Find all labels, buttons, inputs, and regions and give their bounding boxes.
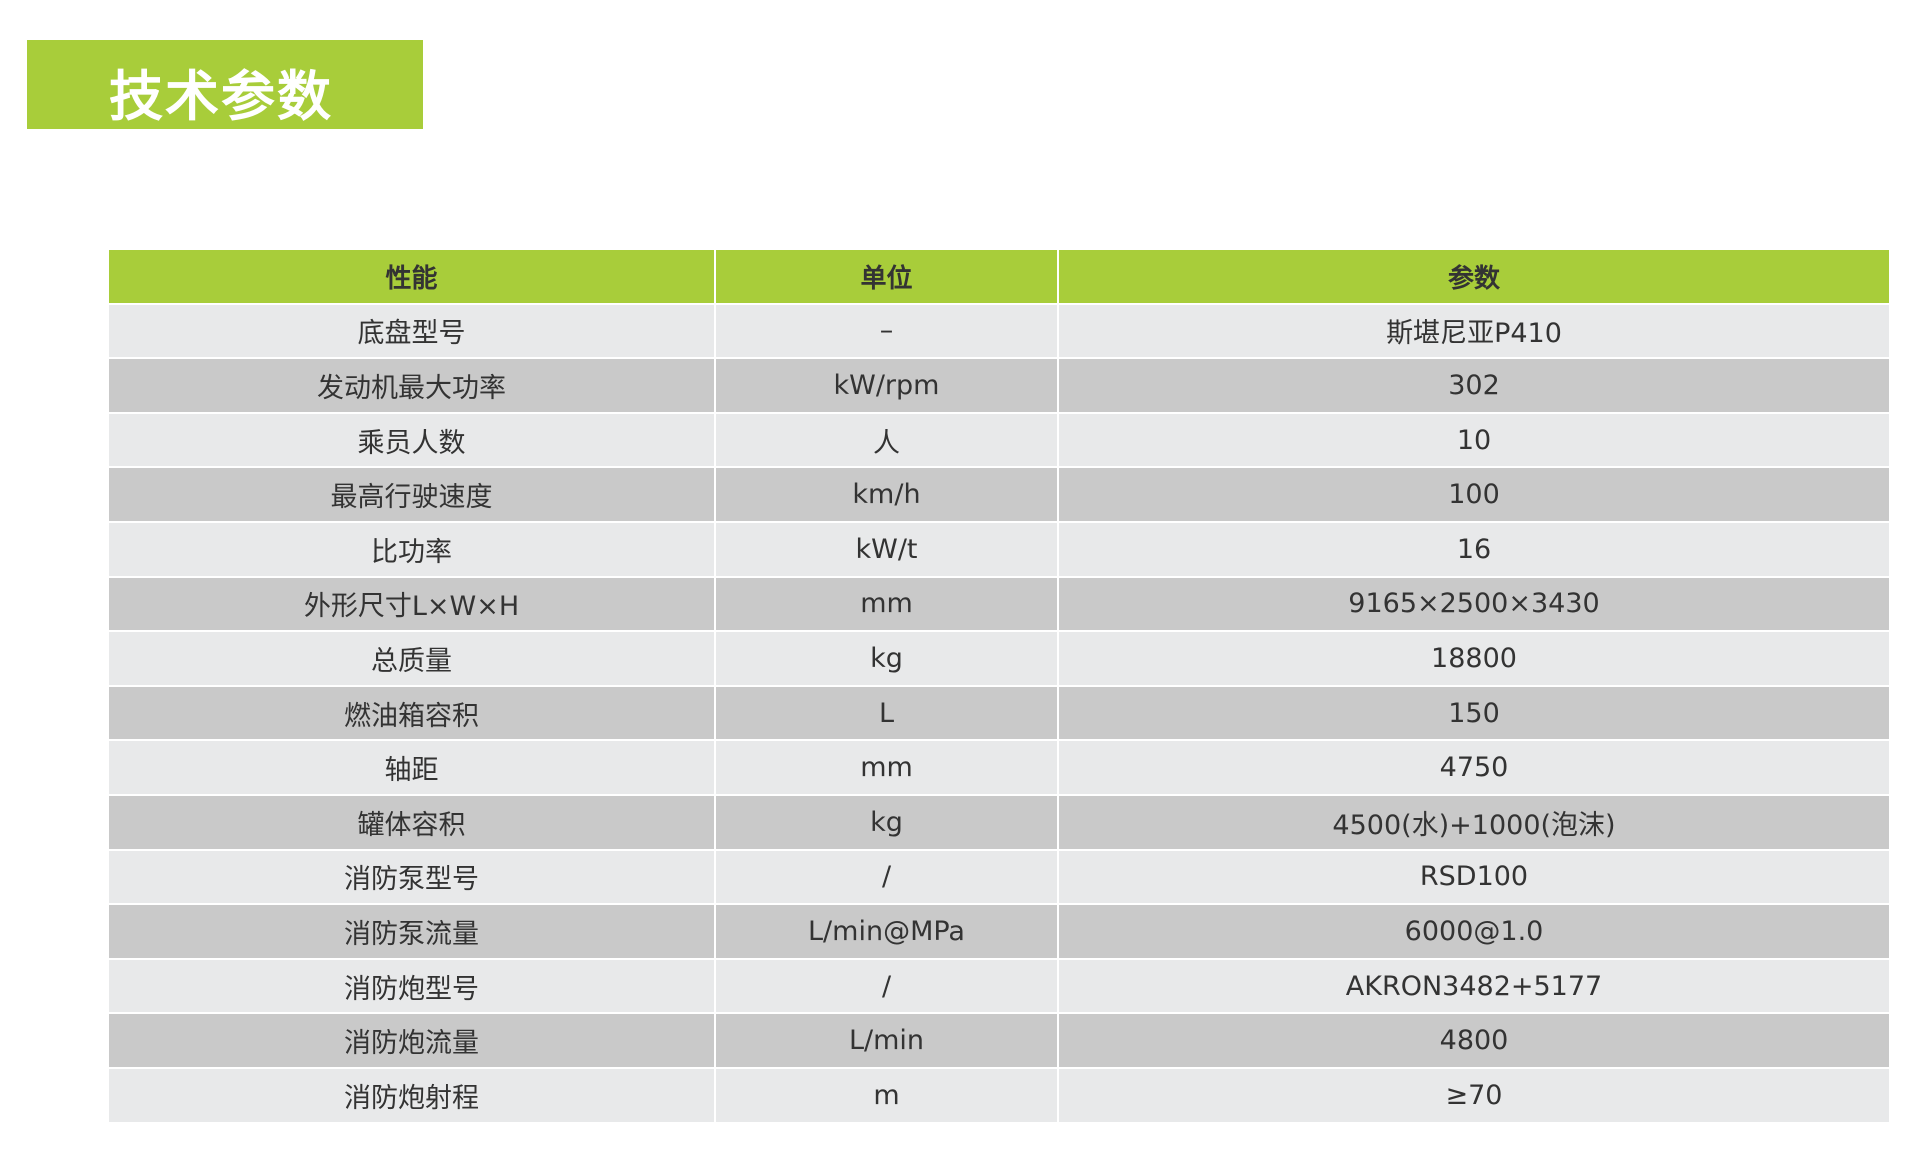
cell-unit: km/h: [716, 468, 1057, 521]
cell-unit: mm: [716, 741, 1057, 794]
table-row: 燃油箱容积 L 150: [109, 686, 1889, 740]
cell-performance: 最高行驶速度: [109, 468, 714, 521]
cell-performance: 发动机最大功率: [109, 359, 714, 412]
table-row: 总质量 kg 18800: [109, 632, 1889, 685]
cell-unit: kg: [716, 795, 1057, 849]
table-row: 消防炮射程 m ≥70: [109, 1068, 1889, 1122]
cell-performance: 底盘型号: [109, 304, 714, 358]
header-parameter: 参数: [1059, 250, 1889, 303]
cell-performance: 罐体容积: [109, 795, 714, 849]
cell-performance: 消防泵流量: [109, 905, 714, 958]
cell-performance: 轴距: [109, 741, 714, 794]
cell-parameter: 4800: [1059, 1014, 1889, 1067]
cell-unit: L/min: [716, 1014, 1057, 1067]
table-row: 消防泵流量 L/min@MPa 6000@1.0: [109, 905, 1889, 958]
cell-parameter: 斯堪尼亚P410: [1059, 304, 1889, 358]
cell-unit: kW/rpm: [716, 359, 1057, 412]
cell-parameter: 9165×2500×3430: [1059, 577, 1889, 631]
cell-parameter: 16: [1059, 522, 1889, 576]
cell-unit: 人: [716, 413, 1057, 467]
table-row: 最高行驶速度 km/h 100: [109, 468, 1889, 521]
cell-unit: L/min@MPa: [716, 905, 1057, 958]
cell-unit: mm: [716, 577, 1057, 631]
cell-performance: 比功率: [109, 522, 714, 576]
cell-unit: kW/t: [716, 522, 1057, 576]
table-row: 消防炮型号 / AKRON3482+5177: [109, 959, 1889, 1013]
cell-performance: 燃油箱容积: [109, 686, 714, 740]
cell-performance: 乘员人数: [109, 413, 714, 467]
cell-unit: –: [716, 304, 1057, 358]
table-header-row: 性能 单位 参数: [109, 250, 1889, 303]
table-row: 外形尺寸L×W×H mm 9165×2500×3430: [109, 577, 1889, 631]
table-row: 消防泵型号 / RSD100: [109, 850, 1889, 904]
cell-parameter: ≥70: [1059, 1068, 1889, 1122]
cell-parameter: AKRON3482+5177: [1059, 959, 1889, 1013]
cell-performance: 外形尺寸L×W×H: [109, 577, 714, 631]
table-row: 罐体容积 kg 4500(水)+1000(泡沫): [109, 795, 1889, 849]
section-title: 技术参数: [109, 65, 333, 128]
cell-parameter: 4500(水)+1000(泡沫): [1059, 795, 1889, 849]
section-title-banner: 技术参数: [27, 40, 423, 129]
header-performance: 性能: [109, 250, 714, 303]
cell-parameter: 302: [1059, 359, 1889, 412]
header-unit: 单位: [716, 250, 1057, 303]
cell-performance: 总质量: [109, 632, 714, 685]
cell-unit: m: [716, 1068, 1057, 1122]
cell-parameter: 18800: [1059, 632, 1889, 685]
cell-performance: 消防炮流量: [109, 1014, 714, 1067]
cell-parameter: 150: [1059, 686, 1889, 740]
table-row: 乘员人数人 10: [109, 413, 1889, 467]
table-row: 消防炮流量 L/min 4800: [109, 1014, 1889, 1067]
cell-performance: 消防炮射程: [109, 1068, 714, 1122]
cell-unit: /: [716, 959, 1057, 1013]
cell-unit: L: [716, 686, 1057, 740]
cell-parameter: 10: [1059, 413, 1889, 467]
cell-parameter: 6000@1.0: [1059, 905, 1889, 958]
cell-performance: 消防泵型号: [109, 850, 714, 904]
cell-parameter: 4750: [1059, 741, 1889, 794]
spec-table: 性能 单位 参数 底盘型号 – 斯堪尼亚P410 发动机最大功率 kW/rpm 302 乘员…: [109, 250, 1889, 1124]
table-row: 轴距 mm 4750: [109, 741, 1889, 794]
cell-parameter: RSD100: [1059, 850, 1889, 904]
table-row: 发动机最大功率 kW/rpm 302: [109, 359, 1889, 412]
table-row: 比功率 kW/t 16: [109, 522, 1889, 576]
cell-unit: kg: [716, 632, 1057, 685]
cell-parameter: 100: [1059, 468, 1889, 521]
cell-unit: /: [716, 850, 1057, 904]
table-row: 底盘型号 – 斯堪尼亚P410: [109, 304, 1889, 358]
cell-performance: 消防炮型号: [109, 959, 714, 1013]
